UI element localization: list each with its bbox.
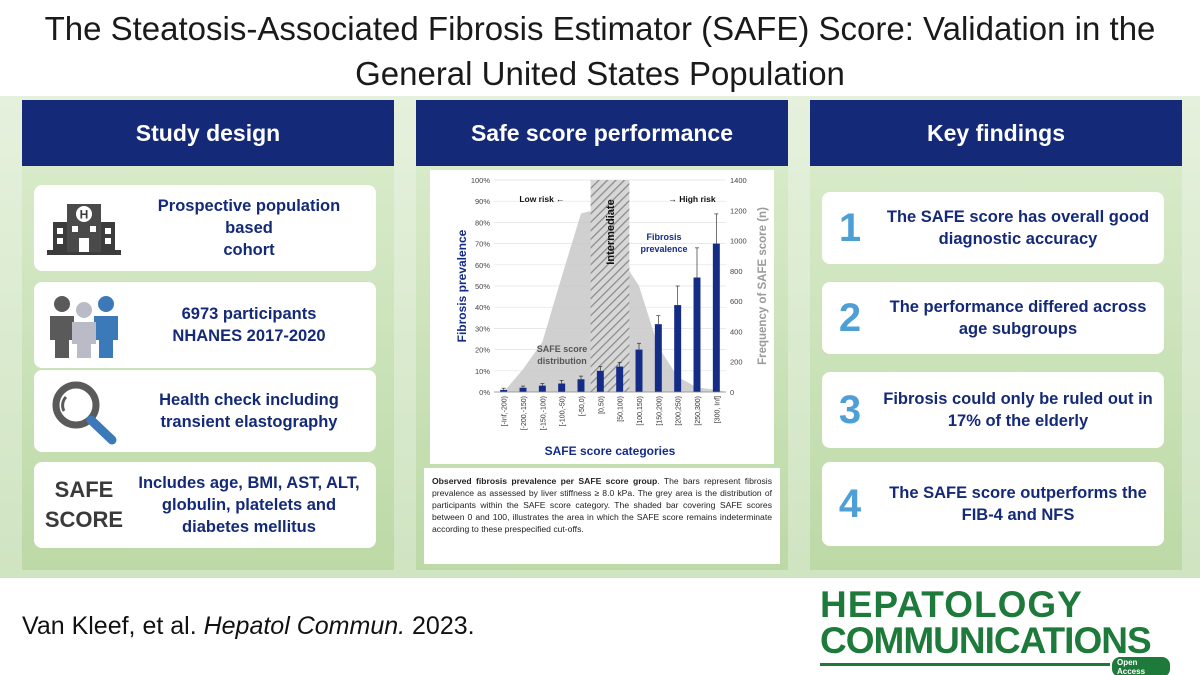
bar bbox=[616, 366, 624, 392]
x-tick-label: [-150,-100) bbox=[540, 396, 547, 430]
caption-text: . The bars represent fibrosis prevalence… bbox=[432, 476, 772, 534]
y-tick-label: 50% bbox=[475, 282, 490, 291]
finding-card-3: 3 Fibrosis could only be ruled out in 17… bbox=[822, 372, 1164, 448]
bar bbox=[577, 379, 585, 392]
y-axis-title: Fibrosis prevalence bbox=[455, 229, 469, 342]
low-risk-label: Low risk ← bbox=[519, 194, 564, 204]
bar bbox=[558, 383, 566, 392]
x-tick-label: [-200,-150) bbox=[521, 396, 528, 430]
finding-card-2: 2 The performance differed across age su… bbox=[822, 282, 1164, 354]
y2-axis-title: Frequency of SAFE score (n) bbox=[757, 207, 769, 365]
performance-panel: Safe score performance 0% 10% 20% 30% 40% 50%… bbox=[416, 100, 788, 570]
finding-number-4: 4 bbox=[838, 481, 862, 526]
page-title: The Steatosis-Associated Fibrosis Estima… bbox=[44, 10, 1156, 92]
safe-distribution-label-1: SAFE score bbox=[537, 344, 588, 354]
y-tick-label: 0% bbox=[479, 388, 490, 397]
y-tick-label: 90% bbox=[475, 197, 490, 206]
y-tick-label: 80% bbox=[475, 218, 490, 227]
y2-tick-label: 0 bbox=[730, 388, 734, 397]
y2-tick-label: 1200 bbox=[730, 206, 747, 215]
finding-number-2: 2 bbox=[838, 295, 862, 340]
fibrosis-prevalence-label-2: prevalence bbox=[640, 244, 687, 254]
svg-text:H: H bbox=[80, 208, 89, 222]
performance-header: Safe score performance bbox=[416, 100, 788, 166]
y-tick-label: 20% bbox=[475, 346, 490, 355]
x-axis-title: SAFE score categories bbox=[545, 444, 676, 458]
study-card-safe-components: SAFE SCORE Includes age, BMI, AST, ALT, … bbox=[34, 462, 376, 548]
study-card-cohort: H Prospective population based cohort bbox=[34, 185, 376, 271]
x-tick-label: [200,250) bbox=[676, 396, 683, 426]
x-tick-label: [-Inf,-200) bbox=[502, 396, 509, 426]
y2-tick-label: 1000 bbox=[730, 237, 747, 246]
people-icon bbox=[34, 292, 134, 358]
bar bbox=[596, 370, 604, 392]
x-tick-label: [-100,-50) bbox=[560, 396, 567, 426]
chart-caption: Observed fibrosis prevalence per SAFE sc… bbox=[424, 468, 780, 564]
intermediate-shade bbox=[590, 180, 630, 392]
y-tick-label: 70% bbox=[475, 240, 490, 249]
magnifier-icon bbox=[34, 377, 134, 445]
journal-logo: HEPATOLOGY COMMUNICATIONS Open Access bbox=[820, 584, 1170, 675]
y-tick-label: 30% bbox=[475, 324, 490, 333]
logo-line-2: COMMUNICATIONS bbox=[820, 620, 1152, 661]
study-design-header: Study design bbox=[22, 100, 394, 166]
bar bbox=[654, 324, 662, 392]
caption-bold: Observed fibrosis prevalence per SAFE sc… bbox=[432, 476, 658, 486]
x-tick-label: [-50,0) bbox=[579, 396, 586, 416]
x-tick-label: [300, Inf] bbox=[714, 396, 721, 423]
y-tick-label: 40% bbox=[475, 303, 490, 312]
key-findings-panel: Key findings 1 The SAFE score has overal… bbox=[810, 100, 1182, 570]
logo-rule bbox=[820, 663, 1110, 666]
citation-year: 2023. bbox=[405, 612, 475, 640]
key-findings-header: Key findings bbox=[810, 100, 1182, 166]
bar bbox=[519, 387, 527, 392]
bar bbox=[693, 277, 701, 392]
x-tick-label: [100,150) bbox=[637, 396, 644, 426]
y-tick-label: 100% bbox=[471, 176, 491, 185]
finding-number-3: 3 bbox=[838, 387, 862, 432]
x-tick-label: [50,100) bbox=[618, 396, 625, 422]
citation-journal: Hepatol Commun. bbox=[203, 612, 406, 640]
finding-card-4: 4 The SAFE score outperforms the FIB-4 a… bbox=[822, 462, 1164, 546]
bar bbox=[500, 389, 508, 392]
chart-svg: 0% 10% 20% 30% 40% 50% 60% 70% 80% 90% 100% 0 200 400… bbox=[455, 176, 769, 458]
y-tick-label: 60% bbox=[475, 261, 490, 270]
x-tick-label: [250,300) bbox=[695, 396, 702, 426]
study-card-elastography: Health check including transient elastog… bbox=[34, 370, 376, 452]
open-access-badge: Open Access bbox=[1112, 657, 1170, 675]
high-risk-label: → High risk bbox=[668, 194, 716, 204]
finding-number-1: 1 bbox=[838, 205, 862, 250]
fibrosis-chart: 0% 10% 20% 30% 40% 50% 60% 70% 80% 90% 100% 0 200 400… bbox=[430, 170, 774, 464]
citation: Van Kleef, et al. Hepatol Commun. 2023. bbox=[22, 612, 475, 641]
y2-tick-label: 1400 bbox=[730, 176, 747, 185]
x-tick-label: [150,200) bbox=[656, 396, 663, 426]
safe-score-logo: SAFE SCORE bbox=[44, 477, 124, 532]
study-card-participants: 6973 participants NHANES 2017-2020 bbox=[34, 282, 376, 368]
hospital-icon: H bbox=[34, 200, 134, 256]
y2-tick-label: 800 bbox=[730, 267, 743, 276]
y2-tick-label: 600 bbox=[730, 297, 743, 306]
fibrosis-prevalence-label-1: Fibrosis bbox=[646, 232, 681, 242]
bar bbox=[538, 385, 546, 392]
logo-line-1: HEPATOLOGY bbox=[820, 584, 1083, 625]
y2-tick-label: 400 bbox=[730, 327, 743, 336]
study-design-panel: Study design H Prospective population ba… bbox=[22, 100, 394, 570]
bar bbox=[635, 349, 643, 392]
safe-distribution-label-2: distribution bbox=[537, 356, 587, 366]
y2-tick-label: 200 bbox=[730, 358, 743, 367]
y-tick-label: 10% bbox=[475, 367, 490, 376]
citation-authors: Van Kleef, et al. bbox=[22, 612, 204, 640]
bar bbox=[712, 243, 720, 392]
intermediate-label: Intermediate bbox=[605, 199, 617, 264]
bar bbox=[674, 305, 682, 392]
x-tick-label: [0,50) bbox=[598, 396, 605, 414]
finding-card-1: 1 The SAFE score has overall good diagno… bbox=[822, 192, 1164, 264]
